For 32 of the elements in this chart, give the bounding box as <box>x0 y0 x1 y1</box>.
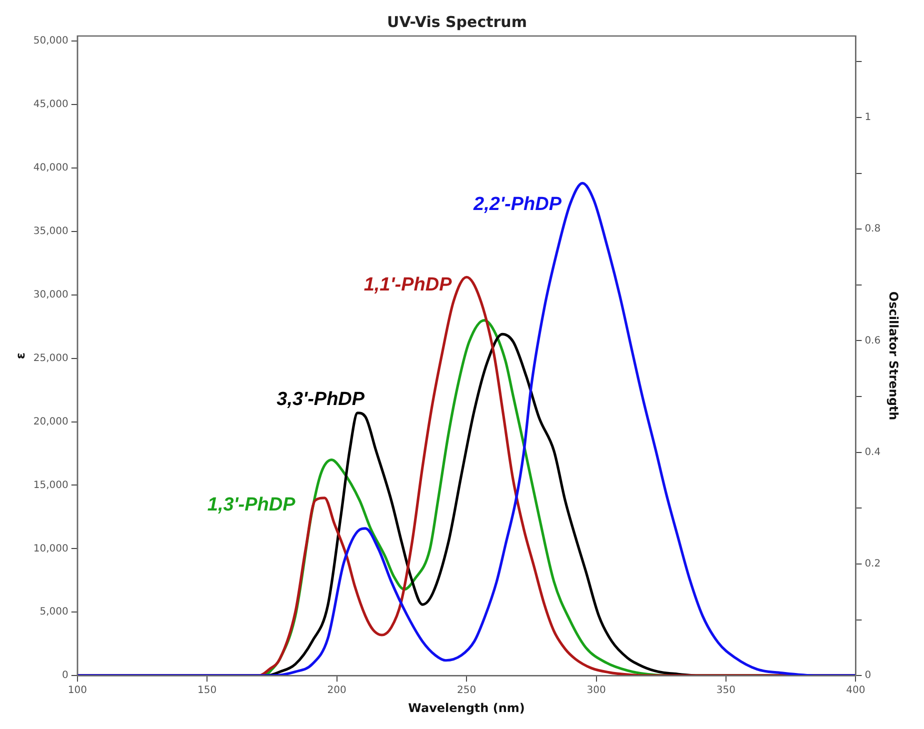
y-tick-label: 40,000 <box>33 162 68 174</box>
y2-axis-title: Oscillator Strength <box>886 291 901 420</box>
y2-tick-label: 0.2 <box>864 558 881 570</box>
x-tick-label: 350 <box>716 685 736 696</box>
y-tick-label: 50,000 <box>33 36 68 47</box>
series-label: 2,2'-PhDP <box>472 194 562 215</box>
y-tick-label: 25,000 <box>33 352 68 364</box>
y-tick-label: 30,000 <box>33 289 68 300</box>
x-tick-label: 150 <box>198 685 217 696</box>
y2-tick-label: 0.4 <box>864 446 881 458</box>
y2-tick-label: 1 <box>864 112 872 124</box>
x-tick-label: 250 <box>456 685 476 696</box>
y2-tick-label: 0 <box>864 670 872 682</box>
y-tick-label: 0 <box>62 670 68 682</box>
y-axis-title: ε <box>13 352 28 360</box>
y-tick-label: 5,000 <box>40 606 68 618</box>
x-tick-label: 400 <box>846 685 866 696</box>
y-tick-label: 20,000 <box>33 416 68 428</box>
y-tick-label: 35,000 <box>33 226 68 238</box>
chart-title: UV-Vis Spectrum <box>387 12 527 31</box>
x-tick-label: 300 <box>586 685 606 696</box>
y2-tick-label: 0.6 <box>864 335 881 346</box>
x-axis-title: Wavelength (nm) <box>408 700 525 715</box>
y-tick-label: 15,000 <box>33 480 68 491</box>
series-label: 1,3'-PhDP <box>207 494 296 516</box>
x-tick-label: 200 <box>327 685 346 696</box>
x-tick-label: 100 <box>68 685 87 696</box>
y-tick-label: 45,000 <box>33 99 68 110</box>
series-label: 3,3'-PhDP <box>276 389 365 410</box>
y2-tick-label: 0.8 <box>864 224 881 235</box>
y-tick-label: 10,000 <box>33 543 68 554</box>
series-label: 1,1'-PhDP <box>364 274 452 296</box>
